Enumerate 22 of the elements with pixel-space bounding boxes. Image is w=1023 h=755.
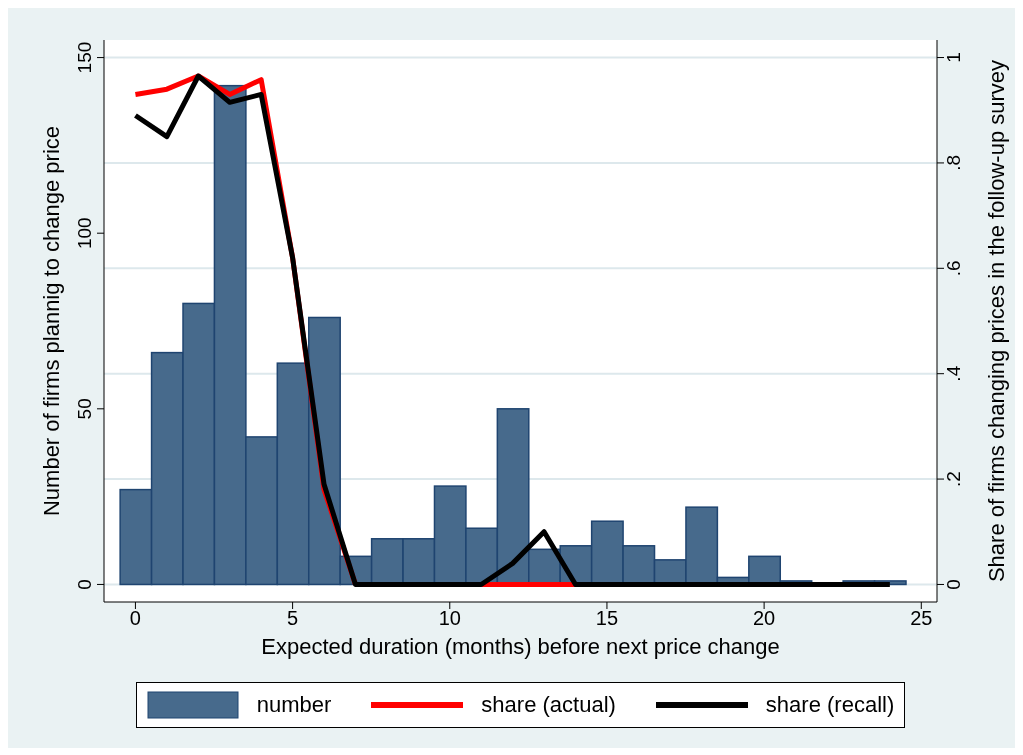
x-tick-label: 20 xyxy=(752,607,776,630)
x-tick-label: 5 xyxy=(287,607,299,630)
legend-label: share (recall) xyxy=(765,692,895,718)
legend-label: number xyxy=(256,692,332,718)
y-tick-label: 100 xyxy=(74,217,95,250)
y2-tick-label: .6 xyxy=(943,260,964,277)
y-tick-label: 50 xyxy=(74,398,95,420)
x-tick-label: 25 xyxy=(910,607,933,630)
x-axis-title: Expected duration (months) before next price change xyxy=(261,634,780,659)
y-tick-label: 150 xyxy=(74,41,95,74)
x-tick-label: 10 xyxy=(438,607,461,630)
x-tick-label: 0 xyxy=(129,607,141,630)
y2-tick-label: 0 xyxy=(943,579,964,590)
y2-tick-label: 1 xyxy=(943,52,964,63)
y2-tick-label: .8 xyxy=(943,155,964,171)
legend-label: share (actual) xyxy=(481,692,616,718)
y-tick-label: 0 xyxy=(74,579,95,590)
x-tick-label: 15 xyxy=(595,607,619,630)
y-axis-title: Number of firms plannig to change price xyxy=(38,125,64,517)
y2-tick-label: .2 xyxy=(943,471,964,487)
y2-tick-label: .4 xyxy=(943,365,964,382)
y2-axis-title: Share of firms changing prices in the follow-up survey xyxy=(983,59,1009,583)
